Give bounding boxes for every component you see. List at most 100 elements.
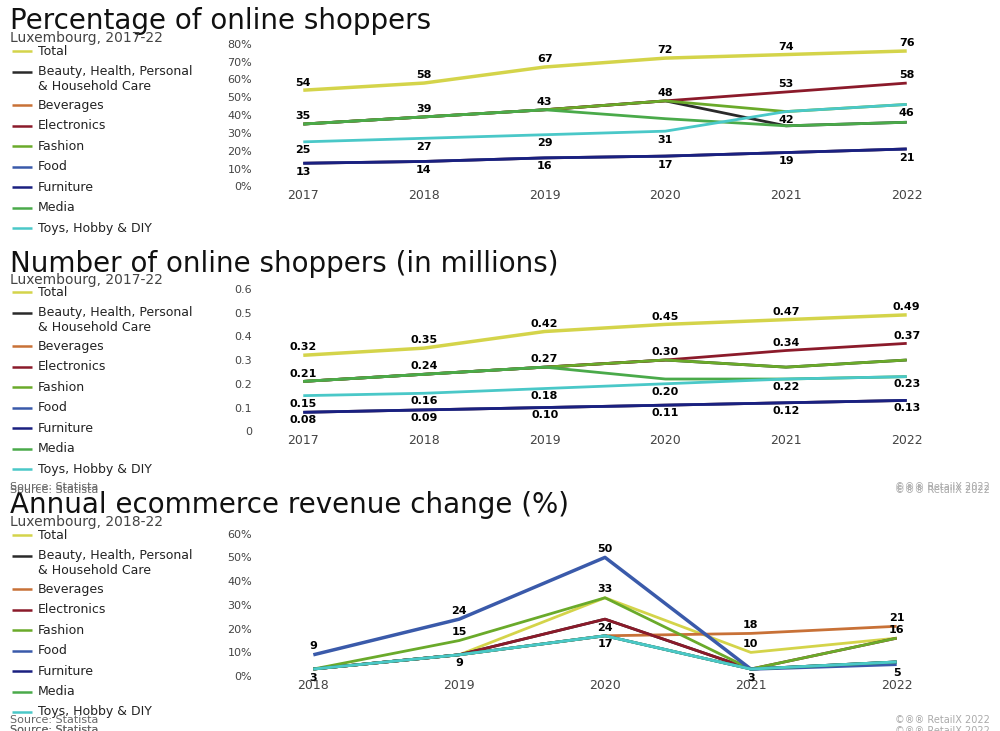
Text: 0.23: 0.23 bbox=[893, 379, 920, 390]
Text: 53: 53 bbox=[778, 79, 794, 89]
Text: 3: 3 bbox=[747, 673, 755, 683]
Text: Beauty, Health, Personal: Beauty, Health, Personal bbox=[38, 549, 192, 562]
Text: 74: 74 bbox=[778, 42, 794, 52]
Text: 72: 72 bbox=[658, 45, 673, 56]
Text: 54: 54 bbox=[296, 77, 311, 88]
Text: Beauty, Health, Personal: Beauty, Health, Personal bbox=[38, 306, 192, 319]
Text: Beverages: Beverages bbox=[38, 340, 105, 353]
Text: Electronics: Electronics bbox=[38, 360, 106, 374]
Text: ©®® RetailX 2022: ©®® RetailX 2022 bbox=[895, 485, 990, 495]
Text: 21: 21 bbox=[889, 613, 904, 623]
Text: Total: Total bbox=[38, 45, 67, 58]
Text: 14: 14 bbox=[416, 165, 432, 175]
Text: 9: 9 bbox=[309, 641, 317, 651]
Text: Luxembourg, 2018-22: Luxembourg, 2018-22 bbox=[10, 515, 163, 529]
Text: Total: Total bbox=[38, 529, 67, 542]
Text: & Household Care: & Household Care bbox=[38, 80, 151, 93]
Text: 19: 19 bbox=[778, 156, 794, 166]
Text: 21: 21 bbox=[899, 153, 914, 162]
Text: 15: 15 bbox=[451, 627, 467, 637]
Text: 0.20: 0.20 bbox=[652, 387, 679, 397]
Text: 39: 39 bbox=[416, 105, 432, 114]
Text: Furniture: Furniture bbox=[38, 664, 94, 678]
Text: 58: 58 bbox=[416, 70, 432, 80]
Text: Food: Food bbox=[38, 160, 68, 173]
Text: 58: 58 bbox=[899, 70, 914, 80]
Text: 76: 76 bbox=[899, 38, 915, 48]
Text: 50: 50 bbox=[597, 544, 613, 554]
Text: 18: 18 bbox=[743, 620, 759, 630]
Text: 24: 24 bbox=[597, 623, 613, 633]
Text: Percentage of online shoppers: Percentage of online shoppers bbox=[10, 7, 431, 35]
Text: 42: 42 bbox=[778, 115, 794, 125]
Text: Food: Food bbox=[38, 401, 68, 414]
Text: 3: 3 bbox=[310, 673, 317, 683]
Text: & Household Care: & Household Care bbox=[38, 564, 151, 577]
Text: 0.27: 0.27 bbox=[531, 355, 558, 364]
Text: 0.15: 0.15 bbox=[290, 398, 317, 409]
Text: Media: Media bbox=[38, 201, 76, 214]
Text: 35: 35 bbox=[296, 111, 311, 121]
Text: Source: Statista: Source: Statista bbox=[10, 482, 98, 493]
Text: 27: 27 bbox=[416, 142, 432, 152]
Text: 16: 16 bbox=[889, 624, 904, 635]
Text: ©®® RetailX 2022: ©®® RetailX 2022 bbox=[895, 482, 990, 493]
Text: 48: 48 bbox=[658, 88, 673, 98]
Text: Source: Statista: Source: Statista bbox=[10, 725, 98, 731]
Text: 0.30: 0.30 bbox=[652, 347, 679, 357]
Text: 33: 33 bbox=[597, 584, 613, 594]
Text: Furniture: Furniture bbox=[38, 181, 94, 194]
Text: Media: Media bbox=[38, 442, 76, 455]
Text: 0.21: 0.21 bbox=[290, 368, 317, 379]
Text: 0.42: 0.42 bbox=[531, 319, 558, 329]
Text: 0.12: 0.12 bbox=[772, 406, 800, 416]
Text: Source: Statista: Source: Statista bbox=[10, 485, 98, 495]
Text: Media: Media bbox=[38, 685, 76, 698]
Text: 13: 13 bbox=[296, 167, 311, 177]
Text: 0.45: 0.45 bbox=[652, 311, 679, 322]
Text: Beverages: Beverages bbox=[38, 99, 105, 112]
Text: Annual ecommerce revenue change (%): Annual ecommerce revenue change (%) bbox=[10, 491, 569, 519]
Text: 0.49: 0.49 bbox=[893, 302, 921, 312]
Text: Beverages: Beverages bbox=[38, 583, 105, 596]
Text: Number of online shoppers (in millions): Number of online shoppers (in millions) bbox=[10, 250, 558, 278]
Text: Luxembourg, 2017-22: Luxembourg, 2017-22 bbox=[10, 31, 163, 45]
Text: 43: 43 bbox=[537, 97, 552, 107]
Text: 0.37: 0.37 bbox=[893, 330, 920, 341]
Text: Electronics: Electronics bbox=[38, 119, 106, 132]
Text: Source: Statista: Source: Statista bbox=[10, 715, 98, 725]
Text: 0.22: 0.22 bbox=[772, 382, 800, 392]
Text: Beauty, Health, Personal: Beauty, Health, Personal bbox=[38, 65, 192, 78]
Text: 0.32: 0.32 bbox=[290, 342, 317, 352]
Text: Luxembourg, 2017-22: Luxembourg, 2017-22 bbox=[10, 273, 163, 287]
Text: 0.08: 0.08 bbox=[290, 415, 317, 425]
Text: & Household Care: & Household Care bbox=[38, 321, 151, 334]
Text: 16: 16 bbox=[537, 162, 552, 172]
Text: 0.47: 0.47 bbox=[772, 307, 800, 317]
Text: 0.35: 0.35 bbox=[410, 336, 438, 345]
Text: Food: Food bbox=[38, 644, 68, 657]
Text: 0.18: 0.18 bbox=[531, 391, 558, 401]
Text: 67: 67 bbox=[537, 54, 552, 64]
Text: 0.09: 0.09 bbox=[410, 413, 438, 423]
Text: 0.34: 0.34 bbox=[772, 338, 800, 348]
Text: Toys, Hobby & DIY: Toys, Hobby & DIY bbox=[38, 221, 152, 235]
Text: ©®® RetailX 2022: ©®® RetailX 2022 bbox=[895, 715, 990, 725]
Text: Fashion: Fashion bbox=[38, 381, 85, 394]
Text: 46: 46 bbox=[899, 108, 915, 118]
Text: Fashion: Fashion bbox=[38, 624, 85, 637]
Text: Electronics: Electronics bbox=[38, 603, 106, 616]
Text: 24: 24 bbox=[451, 605, 467, 616]
Text: 0.24: 0.24 bbox=[410, 361, 438, 371]
Text: 29: 29 bbox=[537, 138, 552, 148]
Text: 31: 31 bbox=[658, 135, 673, 145]
Text: 0.11: 0.11 bbox=[652, 408, 679, 418]
Text: Toys, Hobby & DIY: Toys, Hobby & DIY bbox=[38, 463, 152, 476]
Text: 0.16: 0.16 bbox=[410, 396, 438, 406]
Text: ©®® RetailX 2022: ©®® RetailX 2022 bbox=[895, 726, 990, 731]
Text: 10: 10 bbox=[743, 639, 759, 649]
Text: 5: 5 bbox=[893, 668, 900, 678]
Text: Toys, Hobby & DIY: Toys, Hobby & DIY bbox=[38, 705, 152, 719]
Text: 0.10: 0.10 bbox=[531, 410, 558, 420]
Text: 17: 17 bbox=[658, 159, 673, 170]
